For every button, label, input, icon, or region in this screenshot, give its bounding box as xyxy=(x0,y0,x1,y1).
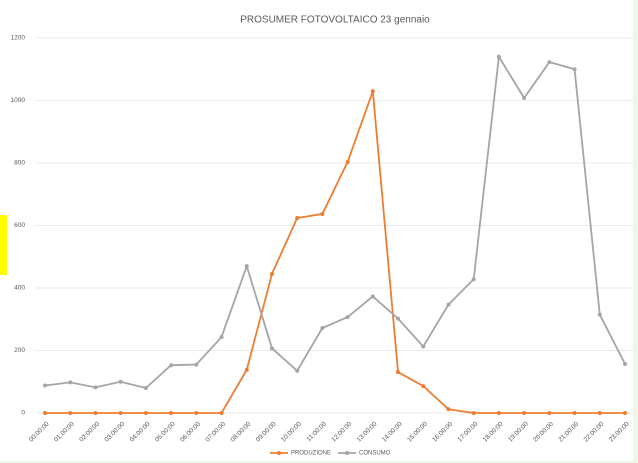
point xyxy=(43,383,47,388)
y-tick-label: 0 xyxy=(21,410,25,417)
point xyxy=(194,411,199,415)
point xyxy=(623,361,627,366)
point xyxy=(169,363,174,368)
y-tick-label: 1200 xyxy=(11,35,26,42)
point xyxy=(496,411,501,415)
point xyxy=(522,96,527,100)
point xyxy=(547,411,552,415)
point xyxy=(118,379,123,384)
point xyxy=(396,370,401,375)
point xyxy=(370,294,375,299)
point xyxy=(496,54,501,59)
point xyxy=(623,411,627,415)
point xyxy=(345,160,350,165)
point xyxy=(396,316,401,321)
point xyxy=(244,367,249,372)
point xyxy=(446,302,451,307)
point xyxy=(118,411,123,415)
point xyxy=(219,411,224,415)
point xyxy=(471,411,476,415)
point xyxy=(471,277,476,282)
point xyxy=(269,346,274,351)
point xyxy=(547,60,552,65)
y-tick-label: 600 xyxy=(14,222,25,229)
y-tick-label: 400 xyxy=(14,285,25,292)
point xyxy=(244,264,249,269)
point xyxy=(421,384,426,389)
legend-marker xyxy=(277,451,281,455)
point xyxy=(68,411,73,415)
point xyxy=(320,326,325,330)
point xyxy=(597,312,602,317)
point xyxy=(597,411,602,415)
point xyxy=(345,315,350,320)
series-line xyxy=(45,90,625,414)
point xyxy=(143,411,148,415)
point xyxy=(572,411,577,415)
point xyxy=(295,216,300,220)
point xyxy=(320,211,325,216)
point xyxy=(522,411,527,415)
point xyxy=(194,362,199,367)
legend-label: CONSUMO xyxy=(359,451,391,457)
y-tick-label: 200 xyxy=(14,347,25,354)
point xyxy=(43,411,47,415)
chart-title: PROSUMER FOTOVOLTAICO 23 gennaio xyxy=(240,15,430,26)
point xyxy=(68,380,73,385)
point xyxy=(219,335,224,340)
point xyxy=(370,89,375,94)
legend-marker xyxy=(345,451,349,455)
y-tick-label: 1000 xyxy=(11,97,26,104)
point xyxy=(169,411,174,415)
point xyxy=(269,271,274,276)
point xyxy=(295,368,300,373)
marker xyxy=(0,215,7,275)
series-line xyxy=(44,54,626,389)
point xyxy=(572,67,577,72)
point xyxy=(421,344,426,349)
point xyxy=(446,407,451,412)
legend-label: PRODUZIONE xyxy=(291,451,331,457)
point xyxy=(93,385,98,390)
point xyxy=(143,386,148,390)
point xyxy=(93,411,98,415)
y-tick-label: 800 xyxy=(14,160,25,167)
